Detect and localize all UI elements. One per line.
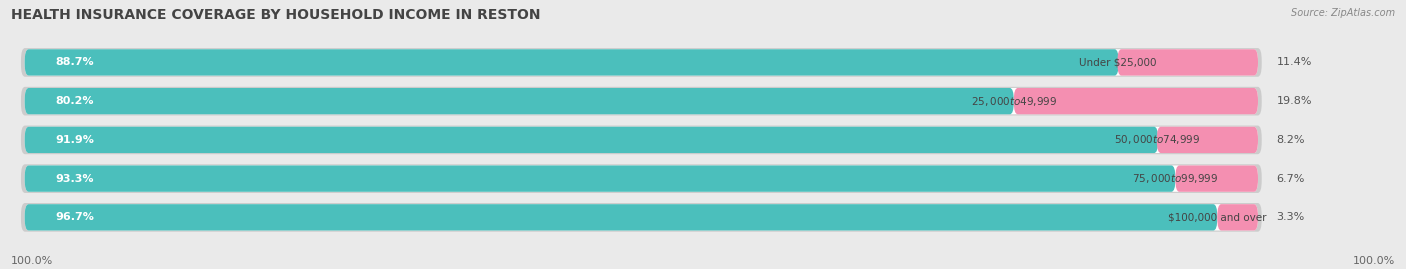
Text: $75,000 to $99,999: $75,000 to $99,999 xyxy=(1132,172,1219,185)
FancyBboxPatch shape xyxy=(25,127,1159,153)
Text: $50,000 to $74,999: $50,000 to $74,999 xyxy=(1115,133,1201,146)
FancyBboxPatch shape xyxy=(25,165,1258,192)
FancyBboxPatch shape xyxy=(1218,204,1258,231)
FancyBboxPatch shape xyxy=(1157,127,1258,153)
Text: HEALTH INSURANCE COVERAGE BY HOUSEHOLD INCOME IN RESTON: HEALTH INSURANCE COVERAGE BY HOUSEHOLD I… xyxy=(11,8,541,22)
FancyBboxPatch shape xyxy=(21,48,1261,77)
FancyBboxPatch shape xyxy=(1014,88,1258,114)
Text: 96.7%: 96.7% xyxy=(55,212,94,222)
FancyBboxPatch shape xyxy=(21,126,1261,154)
FancyBboxPatch shape xyxy=(25,88,1014,114)
FancyBboxPatch shape xyxy=(25,165,1175,192)
Text: 3.3%: 3.3% xyxy=(1277,212,1305,222)
Text: 100.0%: 100.0% xyxy=(1353,256,1395,266)
Text: 100.0%: 100.0% xyxy=(11,256,53,266)
FancyBboxPatch shape xyxy=(1118,49,1258,76)
FancyBboxPatch shape xyxy=(21,203,1261,232)
FancyBboxPatch shape xyxy=(21,87,1261,115)
FancyBboxPatch shape xyxy=(25,204,1218,231)
FancyBboxPatch shape xyxy=(25,49,1119,76)
Text: Source: ZipAtlas.com: Source: ZipAtlas.com xyxy=(1291,8,1395,18)
Text: 93.3%: 93.3% xyxy=(55,174,94,184)
Text: 6.7%: 6.7% xyxy=(1277,174,1305,184)
FancyBboxPatch shape xyxy=(25,49,1258,76)
Text: 8.2%: 8.2% xyxy=(1277,135,1305,145)
Text: Under $25,000: Under $25,000 xyxy=(1080,57,1157,68)
Text: $25,000 to $49,999: $25,000 to $49,999 xyxy=(970,95,1057,108)
Text: $100,000 and over: $100,000 and over xyxy=(1168,212,1267,222)
FancyBboxPatch shape xyxy=(25,88,1258,114)
FancyBboxPatch shape xyxy=(21,164,1261,193)
Text: 80.2%: 80.2% xyxy=(55,96,94,106)
FancyBboxPatch shape xyxy=(25,204,1258,231)
FancyBboxPatch shape xyxy=(25,127,1258,153)
Text: 19.8%: 19.8% xyxy=(1277,96,1312,106)
FancyBboxPatch shape xyxy=(1175,165,1258,192)
Text: 88.7%: 88.7% xyxy=(55,57,94,68)
Text: 11.4%: 11.4% xyxy=(1277,57,1312,68)
Text: 91.9%: 91.9% xyxy=(55,135,94,145)
